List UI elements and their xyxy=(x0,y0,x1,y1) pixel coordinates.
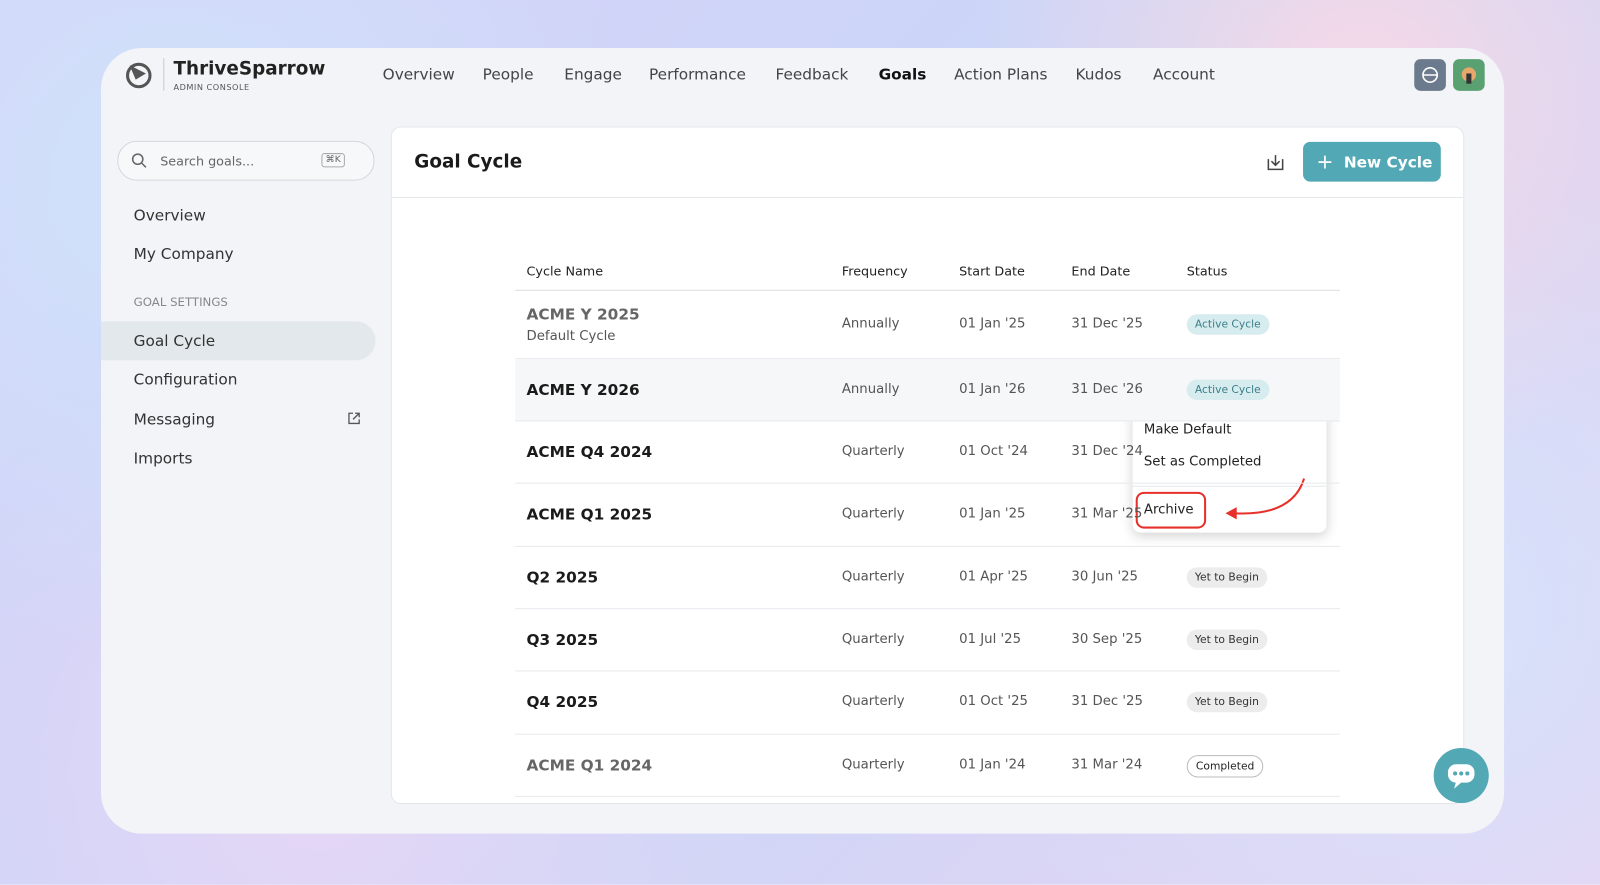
nav-link[interactable]: Goals xyxy=(878,65,927,84)
column-header: Cycle Name xyxy=(526,263,604,279)
sidebar-item[interactable]: Overview xyxy=(133,206,206,225)
menu-item[interactable]: Set as Completed xyxy=(1143,454,1262,470)
start-date: 01 Jan '25 xyxy=(959,315,1026,332)
panel-title: Goal Cycle xyxy=(414,151,523,173)
brand-name: ThriveSparrow xyxy=(173,58,326,80)
menu-item[interactable]: Archive xyxy=(1143,502,1194,518)
menu-divider xyxy=(1132,485,1327,487)
column-header: End Date xyxy=(1071,263,1131,279)
frequency: Annually xyxy=(841,315,900,332)
cycle-note: Default Cycle xyxy=(526,328,616,344)
panel-divider xyxy=(391,196,1464,198)
end-date: 31 Dec '26 xyxy=(1071,381,1143,397)
annotation-arrow xyxy=(1225,478,1306,520)
chat-icon xyxy=(1447,764,1475,789)
cycle-name: ACME Q4 2024 xyxy=(526,442,653,461)
avatar[interactable] xyxy=(1453,59,1485,91)
start-date: 01 Jan '26 xyxy=(959,381,1026,397)
column-header: Start Date xyxy=(959,263,1025,279)
start-date: 01 Oct '24 xyxy=(959,443,1028,459)
start-date: 01 Jul '25 xyxy=(959,631,1022,647)
search-box[interactable]: Search goals... ⌘K xyxy=(117,140,375,181)
avatar-image xyxy=(1461,67,1477,84)
nav-link[interactable]: People xyxy=(482,65,534,84)
sidebar-item[interactable]: Messaging xyxy=(133,410,216,429)
sidebar-item[interactable]: Imports xyxy=(133,448,193,468)
logo xyxy=(126,62,152,89)
plus-icon: + xyxy=(1316,148,1334,174)
end-date: 30 Jun '25 xyxy=(1071,568,1139,585)
new-cycle-button[interactable]: + New Cycle xyxy=(1303,141,1441,182)
start-date: 01 Jan '25 xyxy=(959,506,1026,522)
section-label: GOAL SETTINGS xyxy=(133,294,228,310)
table-row xyxy=(515,609,1340,672)
nav-link[interactable]: Kudos xyxy=(1075,65,1122,84)
globe-icon xyxy=(1422,67,1439,83)
sidebar-item[interactable]: My Company xyxy=(133,244,234,264)
end-date: 30 Sep '25 xyxy=(1071,631,1143,647)
sidebar-active-bg xyxy=(101,321,376,361)
table-row xyxy=(515,671,1340,735)
table-row xyxy=(515,547,1340,610)
table-row xyxy=(515,421,1340,484)
table-row xyxy=(515,484,1340,547)
search-icon xyxy=(131,153,147,168)
table-row xyxy=(515,735,1340,797)
start-date: 01 Jan '24 xyxy=(959,756,1026,772)
column-header: Frequency xyxy=(841,263,908,279)
cycle-name: ACME Y 2025 xyxy=(526,304,640,323)
frequency: Quarterly xyxy=(841,756,905,772)
column-header: Status xyxy=(1186,263,1228,279)
frequency: Quarterly xyxy=(841,506,905,522)
button-label: New Cycle xyxy=(1343,153,1433,172)
highlight-box xyxy=(1135,491,1207,529)
cycle-name: ACME Q1 2025 xyxy=(526,505,653,524)
cycle-name: Q4 2025 xyxy=(526,692,599,712)
nav-link[interactable]: Engage xyxy=(564,65,622,84)
cycle-name: Q2 2025 xyxy=(526,567,599,587)
start-date: 01 Oct '25 xyxy=(959,693,1028,710)
frequency: Quarterly xyxy=(841,568,905,585)
shortcut-hint: ⌘K xyxy=(321,153,345,168)
status-badge: Active Cycle xyxy=(1186,379,1269,400)
nav-link[interactable]: Action Plans xyxy=(954,65,1048,84)
frequency: Quarterly xyxy=(841,693,905,710)
menu-item[interactable]: Make Default xyxy=(1143,422,1232,438)
start-date: 01 Apr '25 xyxy=(959,568,1028,585)
end-date: 31 Mar '25 xyxy=(1071,506,1143,522)
end-date: 31 Dec '24 xyxy=(1071,443,1143,459)
end-date: 31 Dec '25 xyxy=(1071,693,1143,710)
status-badge: Yet to Begin xyxy=(1186,566,1268,588)
header-rule xyxy=(515,289,1340,291)
download-button[interactable] xyxy=(1264,151,1286,173)
cycle-name: ACME Q1 2024 xyxy=(526,755,653,774)
search-placeholder: Search goals... xyxy=(160,153,255,169)
frequency: Quarterly xyxy=(841,443,905,459)
frequency: Annually xyxy=(841,381,900,397)
end-date: 31 Dec '25 xyxy=(1071,315,1143,332)
cycle-name: Q3 2025 xyxy=(526,630,599,649)
status-badge: Yet to Begin xyxy=(1186,691,1268,713)
nav-link[interactable]: Overview xyxy=(382,65,455,84)
cycle-name: ACME Y 2026 xyxy=(526,380,640,399)
chat-button[interactable] xyxy=(1433,747,1489,804)
sidebar-item[interactable]: Configuration xyxy=(133,370,238,389)
globe-button[interactable] xyxy=(1414,59,1446,91)
external-link-icon xyxy=(348,412,360,425)
status-badge: Yet to Begin xyxy=(1186,629,1268,650)
sidebar-item[interactable]: Goal Cycle xyxy=(133,331,216,350)
end-date: 31 Mar '24 xyxy=(1071,756,1143,772)
nav-link[interactable]: Account xyxy=(1153,65,1215,84)
divider xyxy=(163,58,165,91)
brand-subtitle: ADMIN CONSOLE xyxy=(173,82,250,92)
status-badge: Active Cycle xyxy=(1186,313,1269,335)
nav-link[interactable]: Performance xyxy=(648,65,746,84)
status-badge: Completed xyxy=(1186,754,1264,778)
frequency: Quarterly xyxy=(841,631,905,647)
table-row xyxy=(515,291,1340,360)
nav-link[interactable]: Feedback xyxy=(775,65,849,84)
